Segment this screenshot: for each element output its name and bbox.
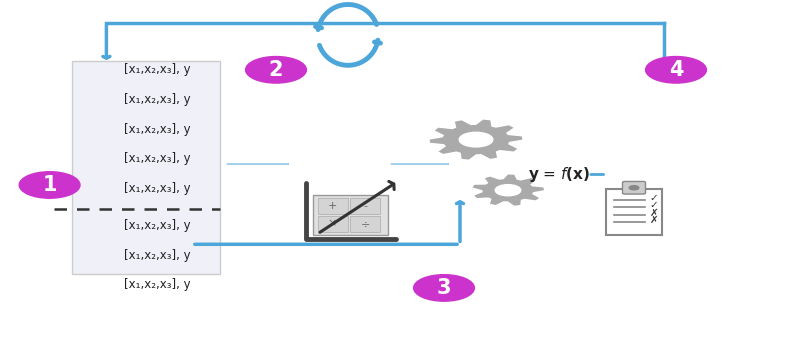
Circle shape xyxy=(459,132,493,147)
Text: [x₁,x₂,x₃], y: [x₁,x₂,x₃], y xyxy=(124,249,190,262)
Text: [x₁,x₂,x₃], y: [x₁,x₂,x₃], y xyxy=(124,182,190,195)
Text: -: - xyxy=(363,201,367,211)
Text: 4: 4 xyxy=(669,60,683,80)
Text: $\mathbf{y}$ = $\mathit{f}$$\mathbf{(x)}$: $\mathbf{y}$ = $\mathit{f}$$\mathbf{(x)}… xyxy=(528,165,590,184)
Text: ✓: ✓ xyxy=(650,200,658,210)
Circle shape xyxy=(630,186,638,190)
Text: ✗: ✗ xyxy=(650,215,658,225)
Text: [x₁,x₂,x₃], y: [x₁,x₂,x₃], y xyxy=(124,279,190,291)
Circle shape xyxy=(495,185,521,196)
Text: [x₁,x₂,x₃], y: [x₁,x₂,x₃], y xyxy=(124,63,190,76)
Text: ✗: ✗ xyxy=(650,208,658,218)
Text: 2: 2 xyxy=(269,60,283,80)
Circle shape xyxy=(19,172,80,198)
Text: ×: × xyxy=(328,219,338,229)
Circle shape xyxy=(246,57,306,83)
Text: ✓: ✓ xyxy=(650,193,658,203)
Text: [x₁,x₂,x₃], y: [x₁,x₂,x₃], y xyxy=(124,122,190,136)
Text: ÷: ÷ xyxy=(360,219,370,229)
FancyBboxPatch shape xyxy=(72,61,220,274)
FancyBboxPatch shape xyxy=(318,198,348,214)
Circle shape xyxy=(646,57,706,83)
FancyBboxPatch shape xyxy=(350,198,380,214)
Text: 1: 1 xyxy=(42,175,57,195)
FancyBboxPatch shape xyxy=(622,181,646,194)
FancyBboxPatch shape xyxy=(606,189,662,235)
Text: [x₁,x₂,x₃], y: [x₁,x₂,x₃], y xyxy=(124,219,190,232)
Polygon shape xyxy=(430,120,522,159)
FancyBboxPatch shape xyxy=(313,195,388,235)
FancyBboxPatch shape xyxy=(318,215,348,232)
FancyBboxPatch shape xyxy=(350,215,380,232)
Text: 3: 3 xyxy=(437,278,451,298)
Text: [x₁,x₂,x₃], y: [x₁,x₂,x₃], y xyxy=(124,152,190,165)
Text: [x₁,x₂,x₃], y: [x₁,x₂,x₃], y xyxy=(124,93,190,106)
Text: +: + xyxy=(328,201,338,211)
Circle shape xyxy=(414,275,474,301)
Polygon shape xyxy=(473,174,544,206)
